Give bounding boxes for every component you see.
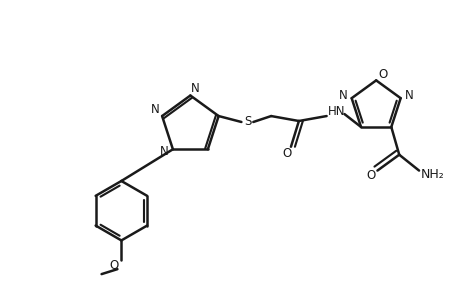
Text: N: N [190,82,199,95]
Text: N: N [159,145,168,158]
Text: O: O [282,147,291,160]
Text: O: O [378,68,387,81]
Text: N: N [338,89,347,102]
Text: O: O [110,259,119,272]
Text: N: N [404,89,413,102]
Text: S: S [244,116,252,128]
Text: HN: HN [327,105,345,118]
Text: NH₂: NH₂ [420,168,444,181]
Text: O: O [365,169,374,182]
Text: N: N [151,103,159,116]
